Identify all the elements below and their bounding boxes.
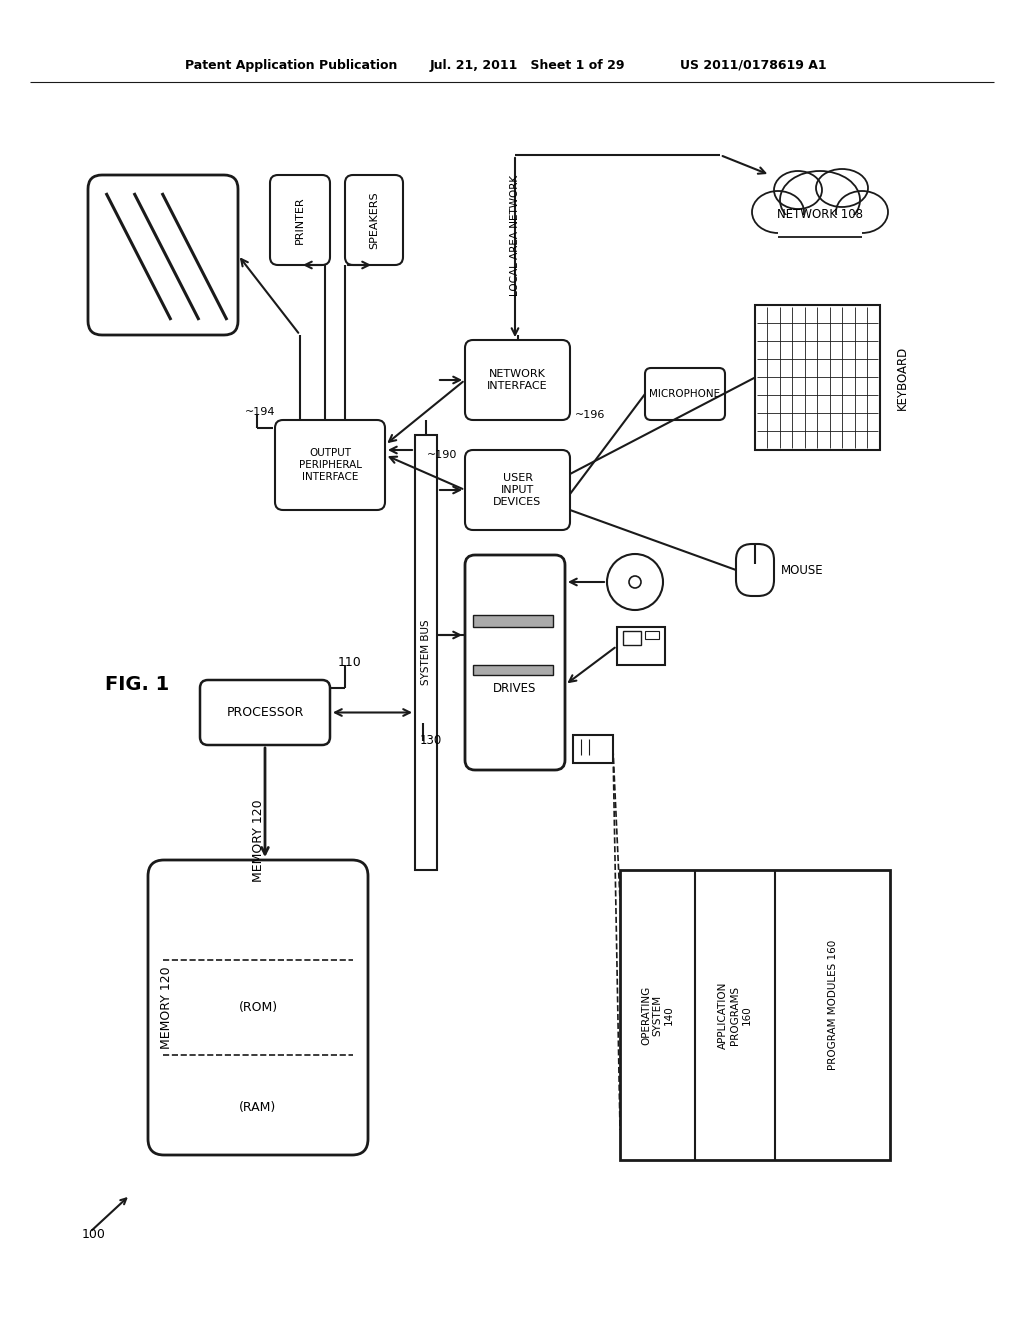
FancyBboxPatch shape <box>345 176 403 265</box>
Text: US 2011/0178619 A1: US 2011/0178619 A1 <box>680 58 826 71</box>
Text: PROGRAM MODULES 160: PROGRAM MODULES 160 <box>827 940 838 1071</box>
Circle shape <box>629 576 641 587</box>
Ellipse shape <box>780 172 860 228</box>
Bar <box>755 305 880 450</box>
FancyBboxPatch shape <box>465 341 570 420</box>
Bar <box>573 735 613 763</box>
Bar <box>778 215 862 238</box>
Text: LOCAL AREA NETWORK: LOCAL AREA NETWORK <box>510 174 520 296</box>
Text: MEMORY 120: MEMORY 120 <box>160 966 172 1049</box>
Text: KEYBOARD: KEYBOARD <box>896 346 908 409</box>
Text: Patent Application Publication: Patent Application Publication <box>185 58 397 71</box>
Text: 110: 110 <box>338 656 361 668</box>
Text: SPEAKERS: SPEAKERS <box>369 191 379 248</box>
FancyBboxPatch shape <box>465 554 565 770</box>
Bar <box>623 631 641 645</box>
FancyBboxPatch shape <box>465 450 570 531</box>
Ellipse shape <box>774 172 822 209</box>
Circle shape <box>607 554 663 610</box>
Text: (RAM): (RAM) <box>240 1101 276 1114</box>
Text: OPERATING
SYSTEM
140: OPERATING SYSTEM 140 <box>641 985 674 1044</box>
Text: (ROM): (ROM) <box>239 1002 278 1015</box>
FancyBboxPatch shape <box>270 176 330 265</box>
FancyBboxPatch shape <box>645 368 725 420</box>
Text: 130: 130 <box>420 734 442 747</box>
Text: APPLICATION
PROGRAMS
160: APPLICATION PROGRAMS 160 <box>719 981 752 1048</box>
FancyBboxPatch shape <box>88 176 238 335</box>
FancyBboxPatch shape <box>275 420 385 510</box>
Text: ~196: ~196 <box>575 411 605 420</box>
Text: FIG. 1: FIG. 1 <box>105 676 169 694</box>
Text: SYSTEM BUS: SYSTEM BUS <box>421 619 431 685</box>
FancyBboxPatch shape <box>736 544 774 597</box>
Bar <box>473 615 553 627</box>
Text: ~194: ~194 <box>245 407 275 417</box>
FancyBboxPatch shape <box>148 861 368 1155</box>
Bar <box>617 627 665 665</box>
Text: PROCESSOR: PROCESSOR <box>226 706 304 719</box>
Text: PRINTER: PRINTER <box>295 197 305 244</box>
Text: DRIVES: DRIVES <box>494 682 537 694</box>
Text: USER
INPUT
DEVICES: USER INPUT DEVICES <box>494 474 542 507</box>
Text: ~190: ~190 <box>427 450 457 459</box>
Text: NETWORK 108: NETWORK 108 <box>777 209 863 222</box>
Text: Jul. 21, 2011   Sheet 1 of 29: Jul. 21, 2011 Sheet 1 of 29 <box>430 58 626 71</box>
Text: MEMORY 120: MEMORY 120 <box>252 800 264 882</box>
Bar <box>645 631 659 639</box>
Bar <box>473 665 553 675</box>
Bar <box>620 870 890 1160</box>
Text: OUTPUT
PERIPHERAL
INTERFACE: OUTPUT PERIPHERAL INTERFACE <box>299 449 361 482</box>
Text: 100: 100 <box>82 1229 105 1242</box>
FancyBboxPatch shape <box>200 680 330 744</box>
Ellipse shape <box>752 191 804 234</box>
Ellipse shape <box>816 169 868 207</box>
Text: MOUSE: MOUSE <box>780 564 823 577</box>
Bar <box>415 436 437 870</box>
Text: NETWORK
INTERFACE: NETWORK INTERFACE <box>487 370 548 391</box>
Ellipse shape <box>836 191 888 234</box>
Text: MICROPHONE: MICROPHONE <box>649 389 721 399</box>
